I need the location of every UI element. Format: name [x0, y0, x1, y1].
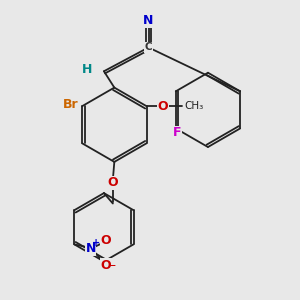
- Text: Br: Br: [63, 98, 79, 111]
- Text: CH₃: CH₃: [184, 101, 203, 111]
- Text: O: O: [101, 259, 111, 272]
- Text: H: H: [82, 63, 92, 76]
- Text: O: O: [158, 100, 168, 113]
- Text: N: N: [85, 242, 96, 255]
- Text: N: N: [143, 14, 154, 27]
- Text: O: O: [101, 234, 111, 247]
- Text: ⁻: ⁻: [108, 261, 115, 274]
- Text: +: +: [92, 238, 100, 248]
- Text: C: C: [145, 43, 152, 52]
- Text: F: F: [173, 126, 182, 140]
- Text: O: O: [107, 176, 118, 189]
